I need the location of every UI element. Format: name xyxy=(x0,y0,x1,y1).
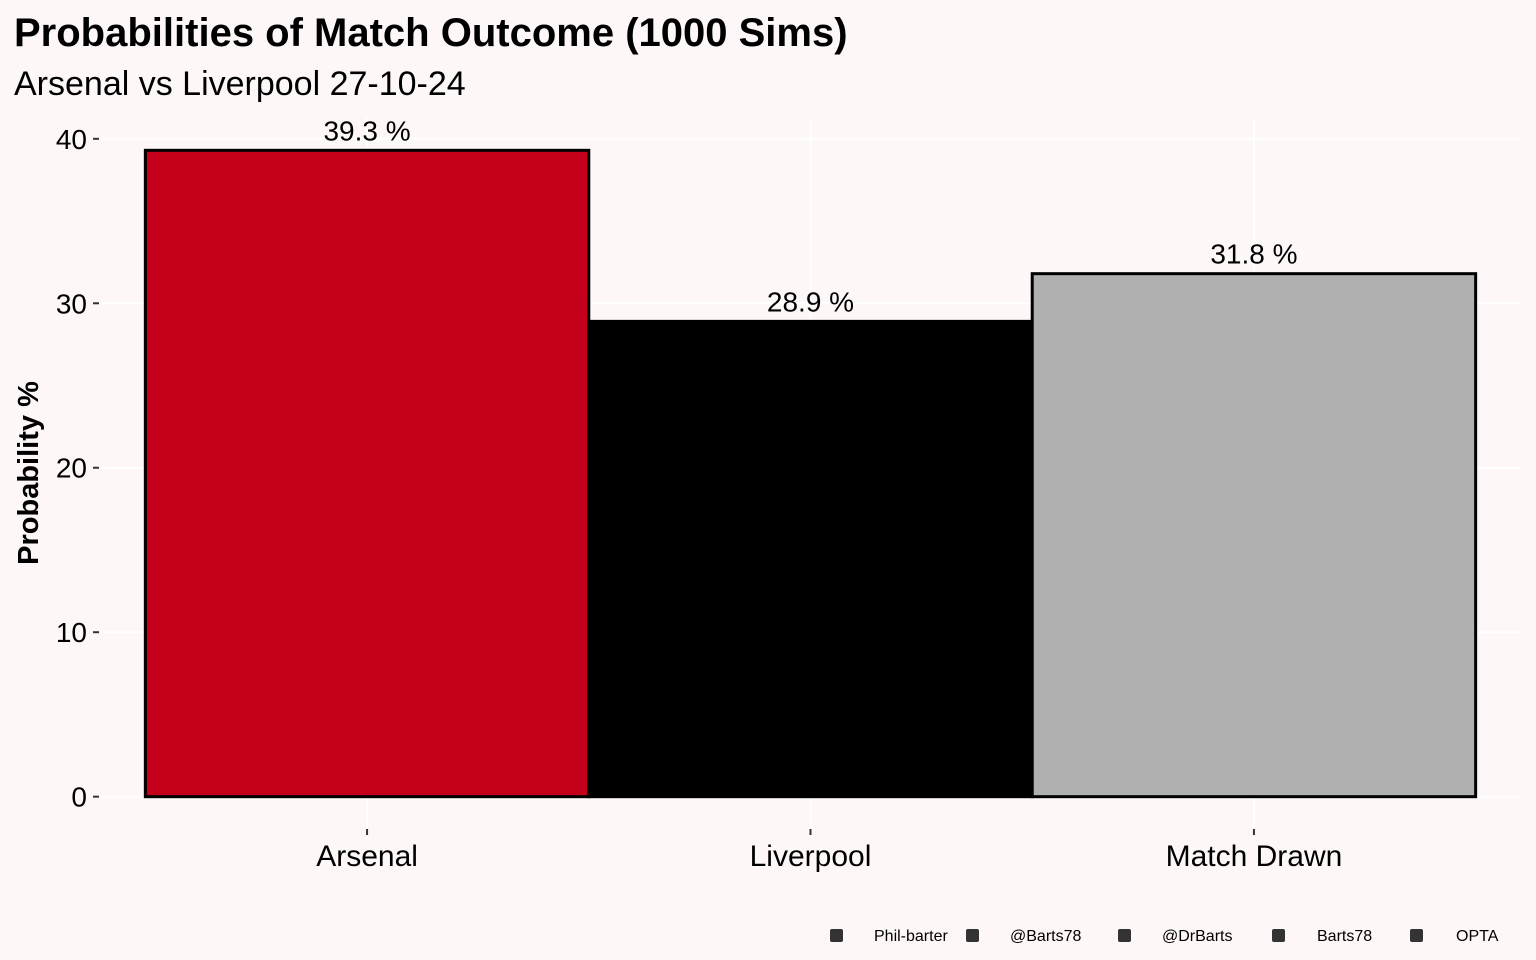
bar xyxy=(1030,272,1478,799)
caption-text: Phil-barter xyxy=(874,928,948,945)
chart-title: Probabilities of Match Outcome (1000 Sim… xyxy=(14,11,848,55)
y-tick-label: 0 xyxy=(71,782,87,813)
y-axis-title: Probability % xyxy=(13,381,45,565)
plot-area: 0 10 20 30 40 39.3 % Arsenal 28.9 % Liverpool 31.… xyxy=(56,115,1520,873)
x-tick-label: Arsenal xyxy=(316,840,418,873)
y-tick-label: 40 xyxy=(56,124,87,155)
bar xyxy=(587,319,1034,799)
caption-text: @Barts78 xyxy=(1010,928,1081,945)
caption-icon xyxy=(1118,929,1131,942)
value-label: 39.3 % xyxy=(323,115,410,146)
bar xyxy=(143,148,591,799)
caption: Phil-barter @Barts78 @DrBarts Barts78 OPTA xyxy=(830,928,1499,945)
caption-text: OPTA xyxy=(1456,928,1499,945)
caption-text: @DrBarts xyxy=(1162,928,1232,945)
x-tick-label: Liverpool xyxy=(750,840,872,873)
caption-icon xyxy=(1410,929,1423,942)
chart-subtitle: Arsenal vs Liverpool 27-10-24 xyxy=(14,65,466,103)
value-label: 31.8 % xyxy=(1210,239,1297,270)
y-tick-label: 20 xyxy=(56,453,87,484)
x-tick-label: Match Drawn xyxy=(1166,840,1343,873)
y-tick-label: 10 xyxy=(56,617,87,648)
caption-icon xyxy=(966,929,979,942)
caption-text: Barts78 xyxy=(1317,928,1372,945)
caption-icon xyxy=(1272,929,1285,942)
y-tick-label: 30 xyxy=(56,288,87,319)
value-label: 28.9 % xyxy=(767,286,854,317)
caption-icon xyxy=(830,929,843,942)
